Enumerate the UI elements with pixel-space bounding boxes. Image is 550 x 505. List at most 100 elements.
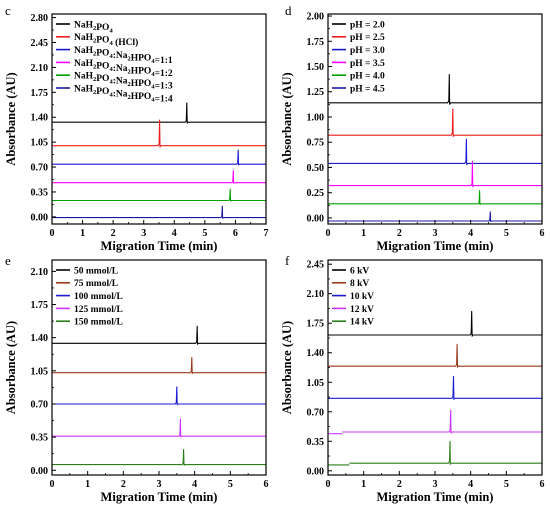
series-line [342,409,542,434]
legend-label: pH = 4.5 [350,84,385,94]
series-line [328,74,542,105]
y-tick-label: 0.75 [307,138,325,149]
legend-label: NaH2PO4:Na2HPO4=1:1 [74,46,173,66]
legend-label: pH = 3.5 [350,59,385,69]
legend: 6 kV 8 kV 10 kV 12 kV 14 kV [332,266,374,328]
y-axis-title: Absorbance (AU) [4,72,18,165]
x-tick-label: 5 [202,228,207,239]
x-tick-label: 1 [80,228,85,239]
y-tick-label: 2.80 [31,13,49,24]
legend-label: NaH2PO4 (HCl) [74,33,138,48]
series-line [52,102,266,124]
series-line [52,386,266,406]
x-tick-label: 2 [397,479,402,490]
x-tick-label: 3 [433,479,438,490]
legend-label: 14 kV [350,318,374,328]
x-tick-label: 4 [192,479,197,490]
y-axis-title: Absorbance (AU) [280,72,294,165]
y-tick-label: 0.00 [31,212,49,223]
series-line [52,448,266,466]
y-tick-label: 0.00 [31,466,49,477]
series-line [52,188,266,202]
y-tick-label: 0.70 [307,407,325,418]
y-tick-label: 1.75 [307,37,325,48]
y-tick-label: 0.00 [307,213,325,224]
y-tick-label: 0.70 [31,399,49,410]
chart-panel-c: c 0 1 2 3 4 5 6 7 0.00 0.35 0.70 1.05 1.40 1.75 2.10 2.4… [4,3,269,253]
panel-letter: f [285,253,290,268]
x-tick-label: 2 [121,479,126,490]
y-tick-label: 0.35 [31,433,49,444]
y-tick-label: 1.05 [31,366,49,377]
series-line [349,440,542,465]
x-tick-label: 6 [540,479,545,490]
legend-label: 10 kV [350,292,374,302]
series-line [52,205,266,219]
x-tick-label: 4 [468,228,473,239]
legend-label: pH = 2.0 [350,20,385,30]
x-tick-label: 6 [264,479,269,490]
legend-label: pH = 3.0 [350,46,385,56]
x-tick-label: 4 [172,228,177,239]
legend-label: 125 mmol/L [74,305,123,315]
x-tick-label: 0 [50,479,55,490]
series-line [328,108,542,138]
y-tick-label: 1.40 [307,348,325,359]
x-axis-title: Migration Time (min) [101,239,218,253]
x-axis-title: Migration Time (min) [377,490,494,504]
y-tick-label: 2.45 [31,38,49,49]
panel-letter: e [5,253,11,268]
series-line [52,325,266,345]
legend-label: 100 mmol/L [74,292,123,302]
legend-label: 150 mmol/L [74,318,123,328]
y-tick-label: 2.00 [307,12,325,23]
x-tick-label: 1 [361,479,366,490]
y-tick-label: 1.05 [307,378,325,389]
y-tick-label: 1.40 [31,113,49,124]
legend-label: 12 kV [350,305,374,315]
y-tick-label: 1.00 [307,112,325,123]
legend-label: NaH2PO4:Na2HPO4=1:2 [74,59,173,79]
y-tick-label: 0.35 [307,437,325,448]
x-tick-label: 4 [468,479,473,490]
y-tick-label: 0.50 [307,163,325,174]
y-tick-label: 1.75 [307,319,325,330]
y-tick-label: 0.35 [31,187,49,198]
y-tick-label: 2.45 [307,260,325,271]
y-tick-label: 1.40 [31,333,49,344]
x-tick-label: 6 [233,228,238,239]
y-tick-label: 1.50 [307,62,325,73]
x-tick-label: 0 [326,228,331,239]
y-tick-label: 2.10 [31,267,49,278]
x-tick-label: 1 [85,479,90,490]
legend-label: NaH2PO4:Na2HPO4=1:4 [74,84,173,104]
x-tick-label: 3 [433,228,438,239]
legend: 50 mmol/L 75 mmol/L 100 mmol/L 125 mmol/L 15… [56,266,123,328]
legend-label: 75 mmol/L [74,279,118,289]
y-tick-label: 1.75 [31,88,49,99]
panel-letter: d [285,3,292,18]
y-axis-title: Absorbance (AU) [4,321,18,414]
chart-panel-f: f 0 1 2 3 4 5 6 0.00 0.35 0.70 1.05 1.40 1.75 2.10 2.45… [280,253,545,504]
y-axis-title: Absorbance (AU) [280,321,294,414]
y-tick-label: 2.10 [31,63,49,74]
x-axis-title: Migration Time (min) [101,490,218,504]
series-line [52,170,266,184]
series-traces [52,102,266,219]
series-traces [328,74,542,222]
x-tick-label: 1 [361,228,366,239]
legend-label: 50 mmol/L [74,266,118,276]
x-tick-label: 0 [50,228,55,239]
series-line [52,119,266,148]
legend-label: NaH2PO4:Na2HPO4=1:3 [74,72,173,92]
chart-panel-d: d 0 1 2 3 4 5 6 0.00 0.25 0.50 0.75 1.00 1.25 1.50 1.75… [280,3,545,253]
legend-label: pH = 4.0 [350,72,385,82]
x-tick-label: 2 [111,228,116,239]
panel-letter: c [5,3,11,18]
y-tick-label: 1.25 [307,87,325,98]
y-tick-label: 0.00 [307,466,325,477]
x-tick-label: 5 [504,479,509,490]
legend-label: pH = 2.5 [350,33,385,43]
